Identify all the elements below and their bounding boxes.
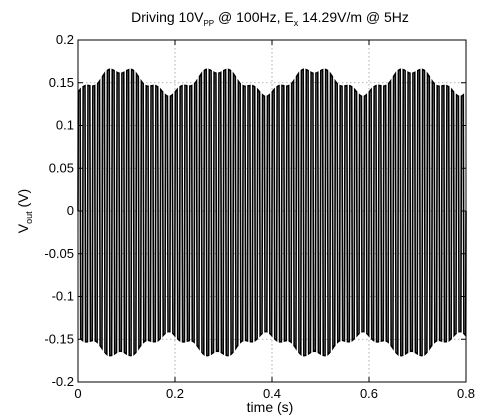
y-tick-label: 0.1 <box>56 118 74 133</box>
y-tick-label: -0.1 <box>52 289 74 304</box>
y-tick-label: -0.05 <box>44 246 74 261</box>
y-tick-label: -0.2 <box>52 374 74 389</box>
x-tick-label: 0.8 <box>457 386 475 401</box>
chart-title-middle: @ 100Hz, E <box>214 9 294 25</box>
x-tick-label: 0.2 <box>166 386 184 401</box>
signal-trace <box>77 68 467 357</box>
y-tick-label: -0.15 <box>44 331 74 346</box>
y-tick-label: 0.05 <box>49 160 74 175</box>
y-axis-label-rest: (V) <box>15 189 31 212</box>
y-tick-label: 0.15 <box>49 75 74 90</box>
chart-title-sub1: PP <box>203 19 214 28</box>
y-tick-label: 0 <box>67 203 74 218</box>
chart-title-suffix: 14.29V/m @ 5Hz <box>298 9 409 25</box>
x-tick-label: 0 <box>74 386 81 401</box>
chart-title-sub2: x <box>294 18 299 28</box>
y-axis-label-sub: out <box>24 211 34 224</box>
y-axis-label-base: V <box>15 223 31 233</box>
signal-trace-group <box>77 68 467 357</box>
y-axis-label: Vout (V) <box>15 189 34 233</box>
y-tick-label: 0.2 <box>56 32 74 47</box>
chart-title-prefix: Driving 10V <box>131 9 204 25</box>
x-axis-label: time (s) <box>247 399 294 415</box>
x-tick-label: 0.4 <box>263 386 281 401</box>
chart-title: Driving 10VPP @ 100Hz, Ex 14.29V/m @ 5Hz <box>131 9 409 28</box>
x-tick-label: 0.6 <box>360 386 378 401</box>
axis-ticks: 0 0.2 0.4 0.6 0.8 -0.2 -0.15 -0.1 -0.05 0 0.05 0.1 0… <box>44 32 475 401</box>
